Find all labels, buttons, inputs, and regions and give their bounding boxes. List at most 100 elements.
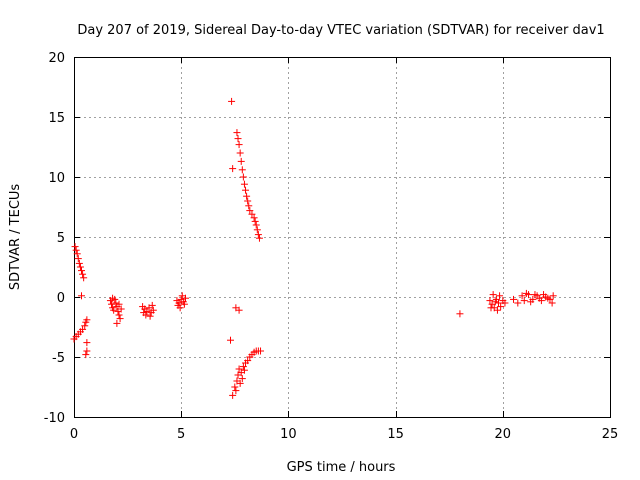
data-point: [108, 300, 116, 308]
data-point: [235, 365, 243, 373]
data-point: [117, 305, 125, 313]
x-tick-label: 20: [495, 427, 512, 442]
data-point: [514, 299, 522, 307]
data-point: [548, 299, 556, 307]
data-point: [257, 347, 265, 355]
data-point: [140, 309, 148, 317]
data-point: [72, 246, 80, 254]
data-point: [178, 292, 186, 300]
data-point: [244, 357, 252, 365]
data-point: [83, 316, 91, 324]
data-point: [251, 217, 259, 225]
data-point: [176, 304, 184, 312]
data-point: [239, 173, 247, 181]
data-point: [148, 301, 156, 309]
data-point: [82, 351, 90, 359]
data-point: [493, 306, 501, 314]
data-point: [229, 391, 237, 399]
data-point: [235, 306, 243, 314]
data-point: [233, 129, 241, 137]
y-tick-label: -5: [52, 351, 65, 366]
x-tick-label: 5: [177, 427, 185, 442]
y-tick-label: 0: [57, 291, 65, 306]
data-point: [113, 319, 121, 327]
data-point: [246, 207, 254, 215]
data-point: [116, 315, 124, 323]
y-tick-label: 15: [48, 111, 65, 126]
data-point: [81, 322, 89, 330]
data-point: [180, 300, 188, 308]
data-point: [489, 291, 497, 299]
data-point: [243, 192, 251, 200]
data-point: [83, 347, 91, 355]
data-point: [520, 297, 528, 305]
data-point: [237, 157, 245, 165]
data-point: [248, 210, 256, 218]
data-point: [76, 263, 84, 271]
data-point: [78, 292, 86, 300]
data-point: [79, 270, 87, 278]
data-point: [531, 291, 539, 299]
data-point: [149, 306, 157, 314]
x-tick-label: 10: [280, 427, 297, 442]
data-point: [491, 298, 499, 306]
data-point: [518, 292, 526, 300]
y-axis-label: SDTVAR / TECUs: [8, 184, 23, 291]
data-point: [245, 202, 253, 210]
data-point: [79, 325, 87, 333]
data-point: [231, 383, 239, 391]
data-point: [74, 255, 82, 263]
data-point: [456, 310, 464, 318]
data-point: [486, 297, 494, 305]
x-tick-label: 25: [602, 427, 619, 442]
data-point: [80, 274, 88, 282]
chart-title: Day 207 of 2019, Sidereal Day-to-day VTE…: [77, 23, 604, 38]
tick-layer: 0 5 10 15 20 25 -10 -5 0 5 10 15 20: [44, 51, 619, 442]
data-point: [510, 295, 518, 303]
data-point: [227, 336, 235, 344]
points-layer: [70, 97, 557, 399]
data-point: [535, 294, 543, 302]
data-point: [522, 289, 530, 297]
data-point: [228, 97, 236, 105]
data-point: [71, 243, 79, 251]
data-point: [244, 197, 252, 205]
data-point: [252, 221, 260, 229]
data-point: [496, 292, 504, 300]
x-tick-label: 0: [70, 427, 78, 442]
data-point: [254, 231, 262, 239]
data-point: [234, 135, 242, 143]
data-point: [250, 214, 258, 222]
y-tick-label: 20: [48, 51, 65, 66]
data-point: [527, 298, 535, 306]
data-point: [146, 312, 154, 320]
data-point: [240, 180, 248, 188]
data-point: [235, 141, 243, 149]
data-point: [544, 294, 552, 302]
data-point: [75, 259, 83, 267]
x-axis-label: GPS time / hours: [287, 460, 396, 475]
data-point: [238, 375, 246, 383]
data-point: [115, 311, 123, 319]
data-point: [110, 306, 118, 314]
data-point: [83, 339, 91, 347]
data-point: [540, 291, 548, 299]
data-point: [242, 186, 250, 194]
data-point: [501, 299, 509, 307]
grid-layer: [74, 57, 610, 417]
data-point: [255, 234, 263, 242]
data-point: [236, 149, 244, 157]
data-point: [236, 379, 244, 387]
y-tick-label: 10: [48, 171, 65, 186]
data-point: [253, 226, 261, 234]
data-point: [238, 166, 246, 174]
data-point: [115, 300, 123, 308]
data-point: [229, 165, 237, 173]
x-tick-label: 15: [387, 427, 404, 442]
data-point: [549, 292, 557, 300]
data-point: [78, 267, 86, 275]
y-tick-label: 5: [57, 231, 65, 246]
y-tick-label: -10: [44, 411, 65, 426]
data-point: [109, 294, 117, 302]
